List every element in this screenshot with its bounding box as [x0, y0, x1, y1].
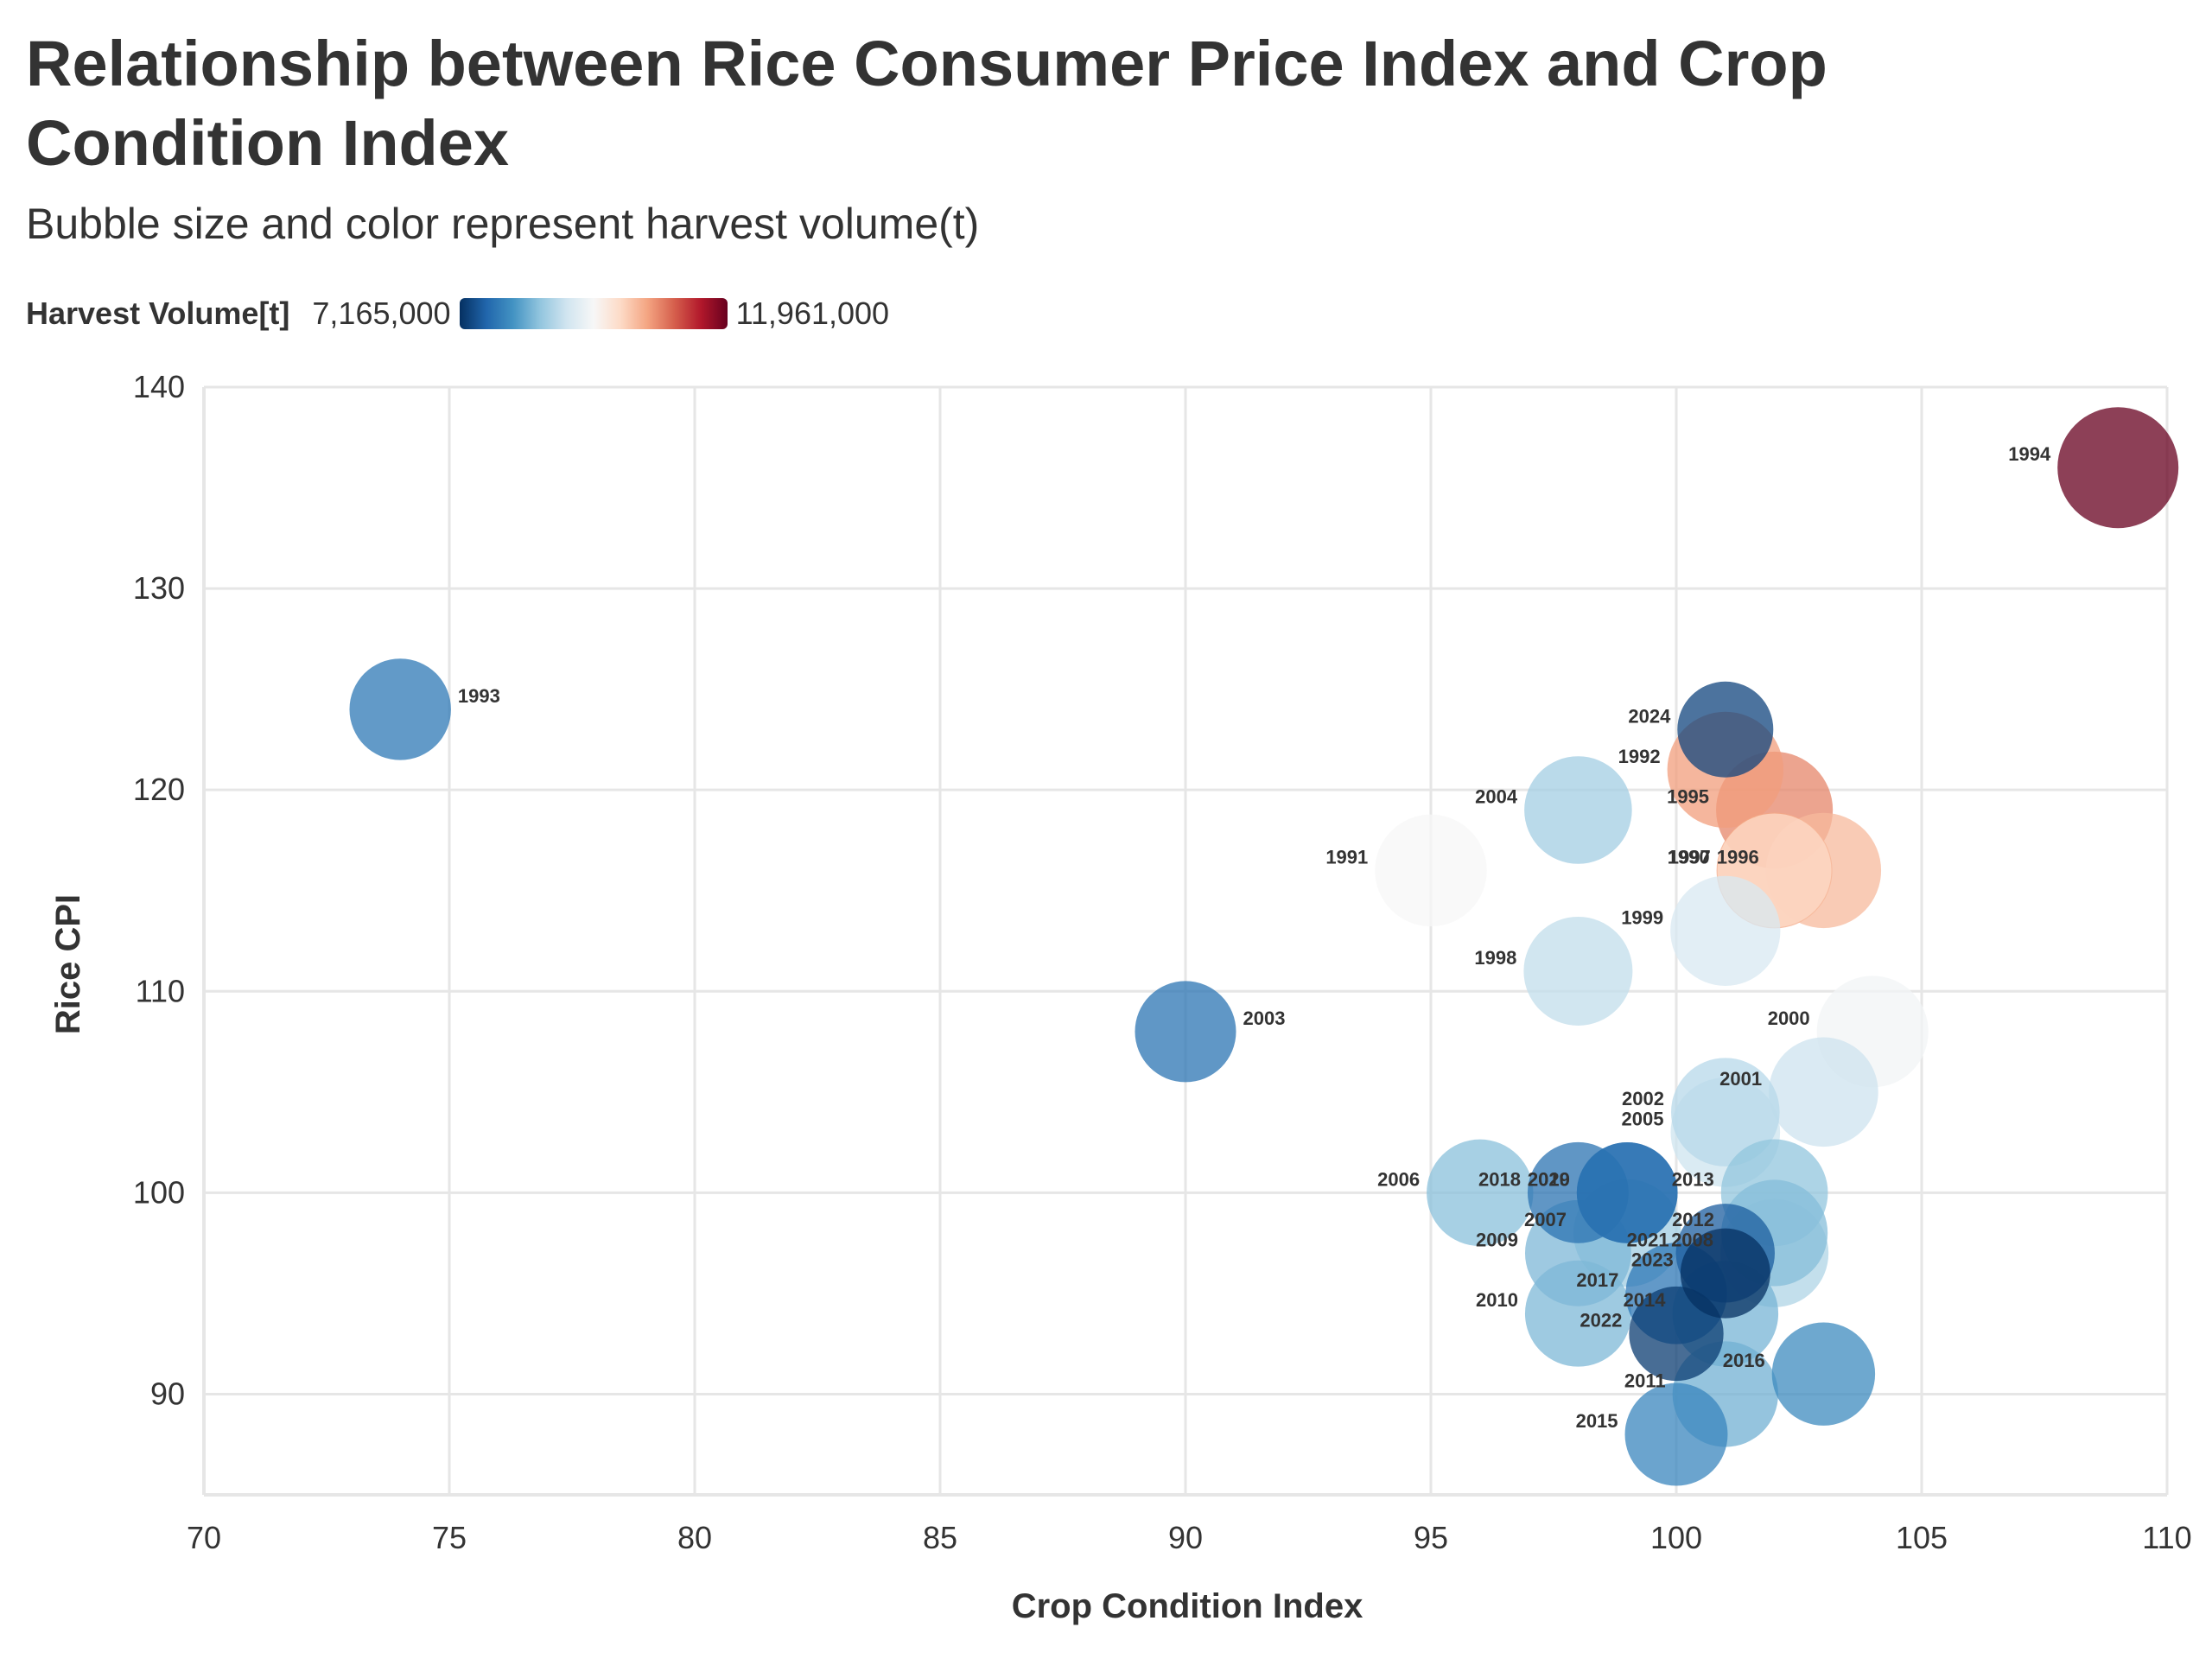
point-label-2003: 2003 — [1243, 1007, 1286, 1029]
point-label-2009: 2009 — [1476, 1229, 1518, 1250]
x-tick-label: 95 — [1414, 1520, 1448, 1555]
bubble-1998[interactable] — [1523, 916, 1633, 1026]
grid-lines — [202, 385, 2169, 1497]
point-label-1995: 1995 — [1667, 785, 1709, 807]
point-label-2002: 2002 — [1622, 1088, 1664, 1109]
y-tick-label: 90 — [150, 1376, 185, 1411]
y-tick-label: 100 — [133, 1174, 185, 1210]
point-label-2023: 2023 — [1631, 1249, 1674, 1271]
y-tick-label: 110 — [136, 973, 185, 1008]
point-label-2000: 2000 — [1768, 1007, 1810, 1029]
point-label-2006: 2006 — [1377, 1168, 1420, 1190]
legend-min-label: 7,165,000 — [312, 296, 451, 331]
bubbles — [349, 407, 2179, 1486]
point-label-2001: 2001 — [1719, 1068, 1762, 1090]
y-tick-label: 120 — [133, 772, 185, 807]
bubble-2001[interactable] — [1769, 1037, 1878, 1147]
point-label-1992: 1992 — [1618, 746, 1661, 767]
point-label-2014: 2014 — [1624, 1289, 1667, 1311]
point-label-1993: 1993 — [458, 685, 500, 707]
point-label-2024: 2024 — [1628, 705, 1671, 727]
point-label-2022: 2022 — [1580, 1310, 1622, 1332]
bubble-2024[interactable] — [1677, 681, 1774, 778]
chart-subtitle: Bubble size and color represent harvest … — [26, 200, 980, 248]
point-label-1996: 1996 — [1717, 846, 1759, 868]
point-label-2007: 2007 — [1524, 1209, 1567, 1230]
x-tick-label: 105 — [1896, 1520, 1948, 1555]
x-tick-label: 110 — [2142, 1520, 2191, 1555]
bubble-2003[interactable] — [1135, 981, 1236, 1083]
legend-color-scale — [459, 298, 728, 329]
point-label-2008: 2008 — [1671, 1229, 1713, 1250]
x-axis-label: Crop Condition Index — [1012, 1587, 1363, 1625]
bubble-1991[interactable] — [1375, 814, 1487, 927]
point-label-1999: 1999 — [1621, 906, 1663, 928]
bubble-1999[interactable] — [1670, 875, 1781, 986]
x-tick-label: 90 — [1168, 1520, 1203, 1555]
point-label-2016: 2016 — [1723, 1350, 1765, 1371]
bubble-2015[interactable] — [1624, 1382, 1728, 1486]
point-label-2015: 2015 — [1576, 1410, 1618, 1432]
point-label-1997: 1997 — [1669, 846, 1711, 868]
x-tick-label: 85 — [923, 1520, 957, 1555]
point-label-2010: 2010 — [1476, 1289, 1518, 1311]
legend-title: Harvest Volume[t] — [26, 296, 290, 331]
point-label-1991: 1991 — [1325, 846, 1368, 868]
x-tick-label: 70 — [187, 1520, 221, 1555]
point-label-2018: 2018 — [1478, 1168, 1521, 1190]
point-label-2019: 2019 — [1528, 1168, 1570, 1190]
point-label-2013: 2013 — [1672, 1168, 1714, 1190]
bubble-1994[interactable] — [2057, 407, 2179, 529]
point-label-1998: 1998 — [1474, 947, 1516, 969]
bubble-2023[interactable] — [1680, 1228, 1770, 1319]
point-labels: 1990 1991 1992 1993 1994 1995 1996 1997 1998 1999… — [458, 443, 2051, 1432]
bubble-2006[interactable] — [1427, 1139, 1534, 1247]
y-axis-label: Rice CPI — [49, 894, 87, 1034]
x-tick-label: 100 — [1650, 1520, 1702, 1555]
point-label-2004: 2004 — [1475, 785, 1518, 807]
bubble-2016[interactable] — [1771, 1322, 1876, 1426]
point-label-2012: 2012 — [1672, 1209, 1714, 1230]
bubble-2019[interactable] — [1576, 1142, 1678, 1243]
y-tick-label: 140 — [133, 369, 185, 404]
color-legend: Harvest Volume[t] 7,165,000 11,961,000 — [26, 292, 889, 335]
point-label-2020: 2020 — [1528, 1168, 1570, 1190]
point-label-1994: 1994 — [2008, 443, 2051, 465]
chart-title: Relationship between Rice Consumer Price… — [26, 28, 1827, 179]
legend-max-label: 11,961,000 — [735, 296, 890, 331]
bubble-2004[interactable] — [1524, 756, 1632, 864]
point-label-2021: 2021 — [1627, 1229, 1669, 1250]
x-tick-label: 75 — [432, 1520, 467, 1555]
bubble-1993[interactable] — [349, 658, 451, 760]
y-tick-label: 130 — [133, 570, 185, 606]
point-label-2017: 2017 — [1576, 1269, 1618, 1291]
axes: 70 75 80 85 90 95 100 105 110 90 100 110 120 130 140 — [133, 369, 2192, 1555]
x-tick-label: 80 — [677, 1520, 712, 1555]
bubble-2002[interactable] — [1671, 1058, 1780, 1166]
point-label-2005: 2005 — [1622, 1108, 1664, 1129]
point-label-1990: 1990 — [1668, 846, 1710, 868]
point-label-2011: 2011 — [1624, 1370, 1666, 1391]
